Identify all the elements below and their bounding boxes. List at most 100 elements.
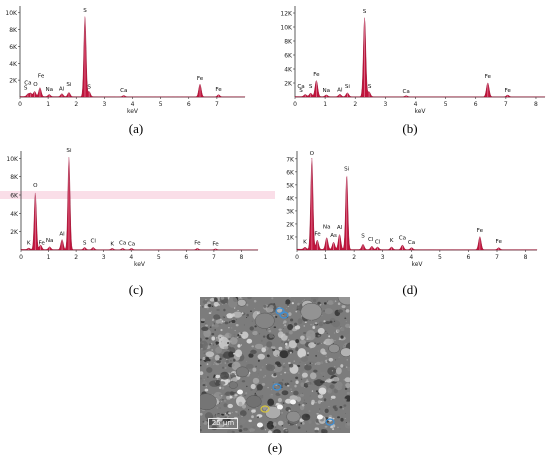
grain <box>303 325 306 327</box>
grain <box>335 367 342 375</box>
grain <box>235 349 243 358</box>
grain <box>213 357 215 359</box>
element-label: Fe <box>197 76 204 82</box>
grain <box>206 316 213 321</box>
element-label: Fe <box>477 228 484 234</box>
grain <box>225 367 227 369</box>
grain <box>237 414 240 416</box>
grain <box>266 341 273 348</box>
grain <box>238 332 241 335</box>
grain <box>254 392 257 395</box>
spectrum-trace <box>296 158 538 251</box>
element-label: Al <box>59 86 65 92</box>
grain <box>312 326 316 329</box>
grain <box>219 386 222 389</box>
grain <box>287 323 294 331</box>
grain <box>320 361 324 365</box>
x-tick-label: 1 <box>46 101 50 108</box>
grain <box>344 345 346 347</box>
grain <box>246 313 249 317</box>
grain <box>300 378 303 380</box>
grain <box>214 415 216 417</box>
element-label: Al <box>59 231 65 237</box>
bright-particle <box>257 422 263 428</box>
grain <box>223 308 226 312</box>
grain <box>327 367 337 376</box>
element-label: S <box>83 241 87 247</box>
grain <box>241 331 249 339</box>
grain <box>322 375 324 377</box>
grain <box>305 330 316 341</box>
y-tick-label: 10K <box>5 10 18 17</box>
grain <box>251 409 256 413</box>
grain <box>248 419 252 423</box>
pebble <box>300 302 323 321</box>
grain <box>297 302 300 306</box>
grain <box>276 355 278 356</box>
grain <box>317 334 321 337</box>
grain <box>223 346 229 350</box>
grain <box>297 348 307 358</box>
grain <box>275 384 278 386</box>
grain <box>211 348 214 351</box>
grain <box>330 425 334 429</box>
grain <box>301 413 311 421</box>
grain <box>216 360 221 364</box>
grain <box>345 323 350 328</box>
grain <box>214 421 219 426</box>
y-tick-label: 5K <box>286 182 295 189</box>
grain <box>318 410 320 412</box>
element-label: S <box>83 8 87 14</box>
pebble <box>286 410 301 423</box>
grain <box>295 376 299 379</box>
grain <box>295 310 298 313</box>
grain <box>222 323 224 325</box>
grain <box>332 300 336 304</box>
element-label: O <box>310 151 315 157</box>
grain <box>246 338 253 344</box>
grain <box>287 362 291 365</box>
grain <box>334 366 336 368</box>
grain <box>205 299 207 301</box>
grain <box>215 413 217 415</box>
spectrum-trace <box>20 157 259 251</box>
grain <box>200 371 204 376</box>
grain <box>300 335 305 341</box>
grain <box>222 317 224 319</box>
grain <box>202 356 206 361</box>
grain <box>207 304 212 308</box>
grain <box>219 358 222 361</box>
grain <box>233 358 236 362</box>
grain <box>285 359 287 361</box>
grain <box>289 322 291 324</box>
grain <box>331 370 334 372</box>
x-tick-label: 2 <box>74 101 78 108</box>
x-tick-label: 7 <box>504 101 508 108</box>
x-tick-label: 0 <box>18 101 22 108</box>
grain <box>245 317 248 318</box>
phase-highlight <box>272 383 282 391</box>
grain <box>290 318 294 322</box>
grain <box>269 356 272 358</box>
grain <box>231 327 233 329</box>
grain <box>265 363 267 365</box>
grain <box>313 380 319 384</box>
grain <box>261 347 267 353</box>
grain <box>233 344 236 346</box>
grain <box>311 362 313 364</box>
grain <box>311 383 313 385</box>
grain <box>234 372 236 374</box>
grain <box>296 396 302 402</box>
y-tick-label: 6K <box>284 53 293 60</box>
element-label: S <box>309 84 313 90</box>
grain <box>319 408 321 410</box>
grain <box>203 379 205 381</box>
x-tick-label: 6 <box>184 254 188 261</box>
x-tick-label: 1 <box>324 254 328 261</box>
grain <box>342 398 347 402</box>
pebble <box>228 381 238 389</box>
grain <box>203 421 208 425</box>
grain <box>287 339 290 341</box>
grain <box>323 320 326 323</box>
grain <box>225 391 232 396</box>
